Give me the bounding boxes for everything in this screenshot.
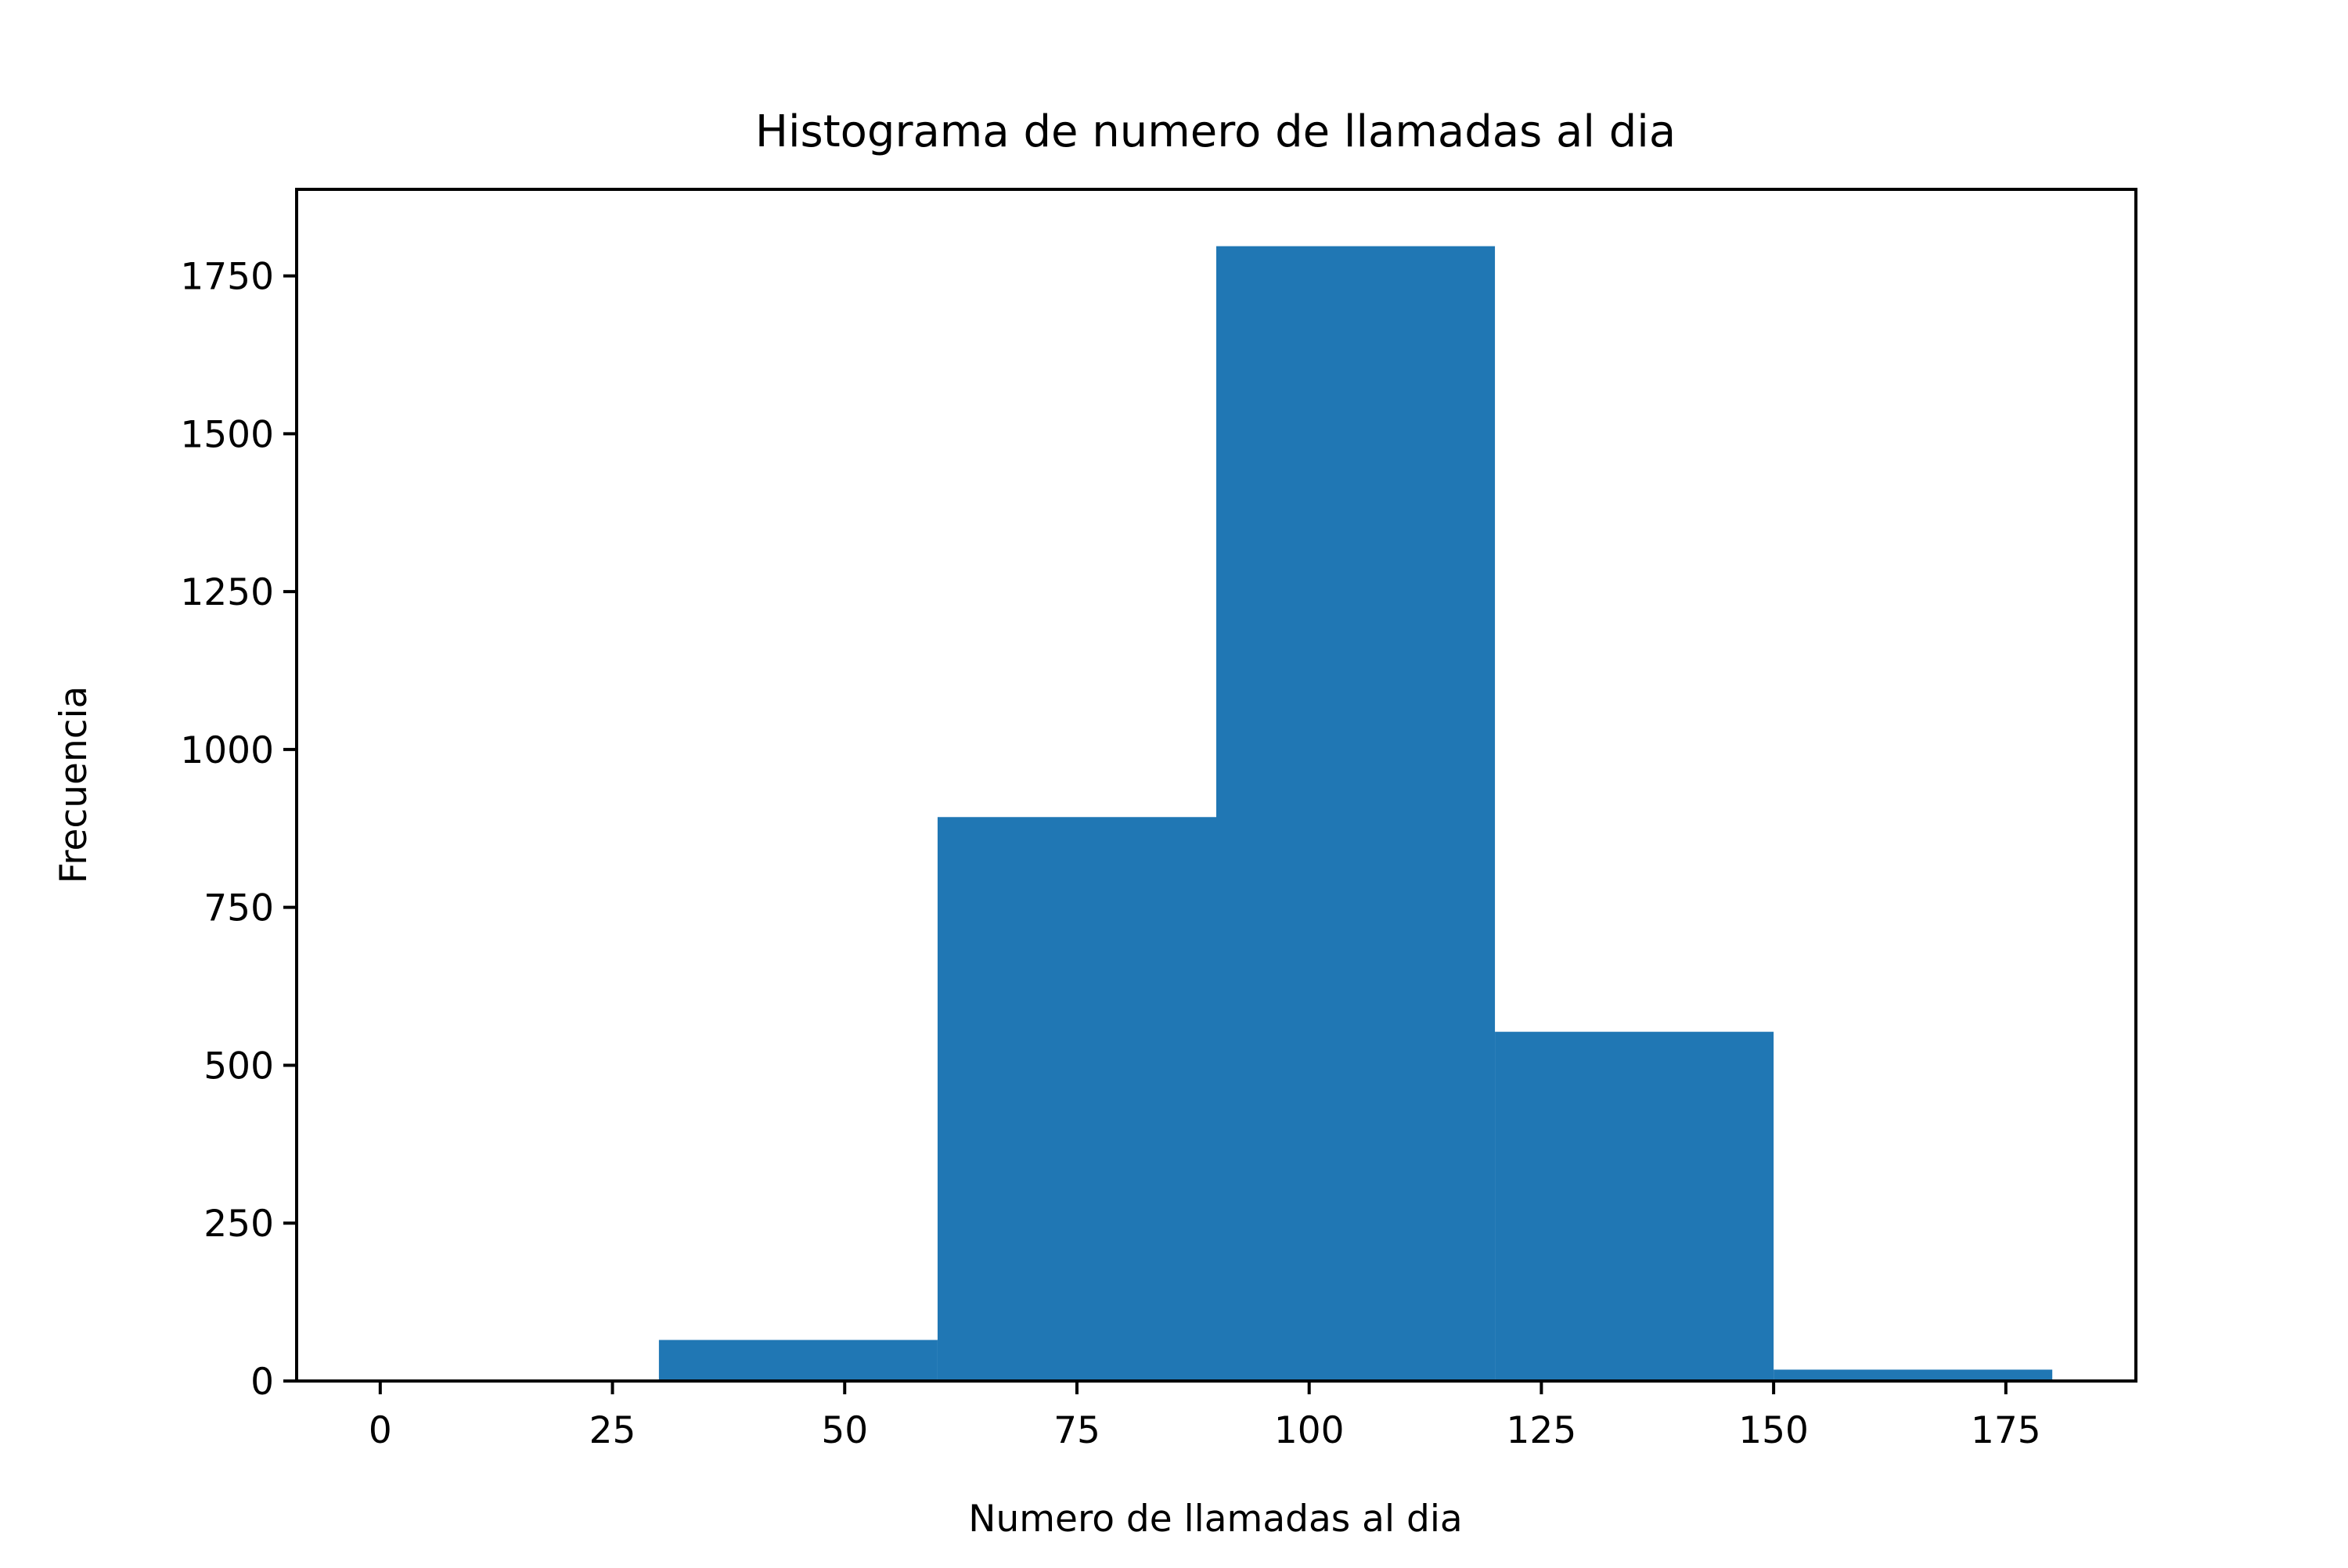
x-tick-label-0: 0 xyxy=(369,1409,392,1452)
histogram-bar-3 xyxy=(1216,246,1496,1381)
y-tick-label-1500: 1500 xyxy=(180,413,274,456)
y-tick-label-0: 0 xyxy=(250,1361,274,1404)
histogram-bar-2 xyxy=(937,817,1216,1381)
y-axis-label: Frecuencia xyxy=(52,686,95,884)
chart-title: Histograma de numero de llamadas al dia xyxy=(755,106,1676,157)
x-tick-label-175: 175 xyxy=(1971,1409,2041,1452)
x-axis-label: Numero de llamadas al dia xyxy=(968,1498,1462,1541)
y-tick-label-1000: 1000 xyxy=(180,729,274,772)
y-axis-ticks: 0 250 500 750 1000 1250 1500 1750 xyxy=(180,256,297,1404)
histogram-bar-1 xyxy=(658,1340,938,1381)
y-tick-label-1250: 1250 xyxy=(180,571,274,614)
x-tick-label-75: 75 xyxy=(1053,1409,1100,1452)
x-tick-label-100: 100 xyxy=(1274,1409,1345,1452)
x-tick-label-50: 50 xyxy=(821,1409,868,1452)
y-tick-label-500: 500 xyxy=(203,1045,274,1088)
x-tick-label-25: 25 xyxy=(589,1409,636,1452)
x-tick-label-125: 125 xyxy=(1507,1409,1577,1452)
histogram-bar-4 xyxy=(1495,1031,1774,1381)
bars-group xyxy=(658,246,2053,1381)
histogram-bar-5 xyxy=(1774,1369,2053,1381)
x-tick-label-150: 150 xyxy=(1738,1409,1809,1452)
x-axis-ticks: 0 25 50 75 100 125 150 175 xyxy=(369,1381,2041,1452)
y-tick-label-750: 750 xyxy=(203,887,274,930)
y-tick-label-250: 250 xyxy=(203,1203,274,1246)
plot-area-frame xyxy=(295,188,2137,1383)
y-tick-label-1750: 1750 xyxy=(180,256,274,299)
